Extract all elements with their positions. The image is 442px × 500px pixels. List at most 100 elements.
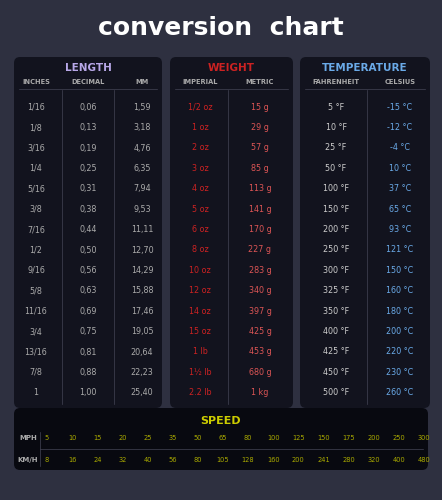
Text: 65 °C: 65 °C <box>389 204 411 214</box>
Text: FAHRENHEIT: FAHRENHEIT <box>312 79 359 85</box>
Text: 121 °C: 121 °C <box>386 246 414 254</box>
Text: 200 °C: 200 °C <box>386 327 414 336</box>
Text: 5 oz: 5 oz <box>191 204 209 214</box>
Text: 5 °F: 5 °F <box>328 102 344 112</box>
Text: 12 oz: 12 oz <box>189 286 211 296</box>
Text: 128: 128 <box>242 457 255 463</box>
Text: MM: MM <box>135 79 149 85</box>
Text: 8: 8 <box>45 457 49 463</box>
FancyBboxPatch shape <box>170 57 293 408</box>
Text: 15 oz: 15 oz <box>189 327 211 336</box>
Text: METRIC: METRIC <box>246 79 274 85</box>
Text: 93 °C: 93 °C <box>389 225 411 234</box>
Text: 9/16: 9/16 <box>27 266 45 275</box>
Text: 1/2 oz: 1/2 oz <box>188 102 212 112</box>
Text: 200 °F: 200 °F <box>323 225 349 234</box>
Text: 1: 1 <box>34 388 38 398</box>
Text: 50: 50 <box>194 435 202 441</box>
Text: 14,29: 14,29 <box>131 266 153 275</box>
Text: SPEED: SPEED <box>201 416 241 426</box>
Text: 150 °C: 150 °C <box>386 266 414 275</box>
Text: -12 °C: -12 °C <box>388 123 412 132</box>
Text: 1½ lb: 1½ lb <box>189 368 211 377</box>
Text: 22,23: 22,23 <box>131 368 153 377</box>
Text: 0,44: 0,44 <box>79 225 97 234</box>
Text: 325 °F: 325 °F <box>323 286 349 296</box>
Text: 16: 16 <box>68 457 76 463</box>
Text: 0,50: 0,50 <box>79 246 97 254</box>
Text: 17,46: 17,46 <box>131 306 153 316</box>
Text: 500 °F: 500 °F <box>323 388 349 398</box>
Text: INCHES: INCHES <box>22 79 50 85</box>
Text: 25: 25 <box>143 435 152 441</box>
Text: 0,25: 0,25 <box>79 164 97 173</box>
Text: 175: 175 <box>342 435 355 441</box>
Text: 425 g: 425 g <box>248 327 271 336</box>
Text: 29 g: 29 g <box>251 123 269 132</box>
Text: 40: 40 <box>143 457 152 463</box>
Text: 3/4: 3/4 <box>30 327 42 336</box>
Text: 4,76: 4,76 <box>133 144 151 152</box>
Text: 80: 80 <box>244 435 252 441</box>
Text: 0,81: 0,81 <box>79 348 97 356</box>
Text: CELSIUS: CELSIUS <box>385 79 415 85</box>
Text: 227 g: 227 g <box>248 246 271 254</box>
Text: 1/16: 1/16 <box>27 102 45 112</box>
Text: 1,59: 1,59 <box>133 102 151 112</box>
Text: 113 g: 113 g <box>249 184 271 194</box>
Text: 56: 56 <box>168 457 177 463</box>
Text: 350 °F: 350 °F <box>323 306 349 316</box>
Text: 80: 80 <box>194 457 202 463</box>
Text: 10 °C: 10 °C <box>389 164 411 173</box>
Text: 1 kg: 1 kg <box>251 388 269 398</box>
Text: 397 g: 397 g <box>248 306 271 316</box>
Text: 300: 300 <box>418 435 431 441</box>
Text: 10: 10 <box>68 435 76 441</box>
Text: 12,70: 12,70 <box>131 246 153 254</box>
Text: 25 °F: 25 °F <box>325 144 347 152</box>
Text: 1/4: 1/4 <box>30 164 42 173</box>
Text: 5: 5 <box>45 435 49 441</box>
Text: 7/16: 7/16 <box>27 225 45 234</box>
Text: 0,31: 0,31 <box>79 184 97 194</box>
Text: 453 g: 453 g <box>248 348 271 356</box>
Text: 260 °C: 260 °C <box>386 388 414 398</box>
Text: 1 lb: 1 lb <box>193 348 207 356</box>
Text: 25,40: 25,40 <box>131 388 153 398</box>
Text: 15: 15 <box>93 435 102 441</box>
Text: 2 oz: 2 oz <box>191 144 209 152</box>
Text: 150: 150 <box>317 435 330 441</box>
Text: 450 °F: 450 °F <box>323 368 349 377</box>
Text: 280: 280 <box>342 457 355 463</box>
Text: 200: 200 <box>292 457 305 463</box>
Text: DECIMAL: DECIMAL <box>71 79 105 85</box>
Text: 241: 241 <box>317 457 330 463</box>
Text: 3/16: 3/16 <box>27 144 45 152</box>
Text: 300 °F: 300 °F <box>323 266 349 275</box>
Text: 0,19: 0,19 <box>79 144 97 152</box>
Text: 0,75: 0,75 <box>79 327 97 336</box>
Text: 57 g: 57 g <box>251 144 269 152</box>
Text: 230 °C: 230 °C <box>386 368 414 377</box>
Text: 10 oz: 10 oz <box>189 266 211 275</box>
Text: 15 g: 15 g <box>251 102 269 112</box>
Text: 283 g: 283 g <box>248 266 271 275</box>
Text: 65: 65 <box>219 435 227 441</box>
Text: 170 g: 170 g <box>248 225 271 234</box>
Text: 250 °F: 250 °F <box>323 246 349 254</box>
Text: 85 g: 85 g <box>251 164 269 173</box>
Text: conversion  chart: conversion chart <box>98 16 344 40</box>
Text: 0,56: 0,56 <box>79 266 97 275</box>
Text: 100 °F: 100 °F <box>323 184 349 194</box>
Text: 20,64: 20,64 <box>131 348 153 356</box>
Text: 11,11: 11,11 <box>131 225 153 234</box>
Text: 6 oz: 6 oz <box>192 225 208 234</box>
Text: 0,63: 0,63 <box>79 286 97 296</box>
Text: 141 g: 141 g <box>249 204 271 214</box>
Text: 0,38: 0,38 <box>79 204 97 214</box>
Text: 0,13: 0,13 <box>79 123 97 132</box>
Text: 3,18: 3,18 <box>133 123 151 132</box>
Text: 480: 480 <box>418 457 431 463</box>
Text: TEMPERATURE: TEMPERATURE <box>322 63 408 73</box>
Text: 425 °F: 425 °F <box>323 348 349 356</box>
